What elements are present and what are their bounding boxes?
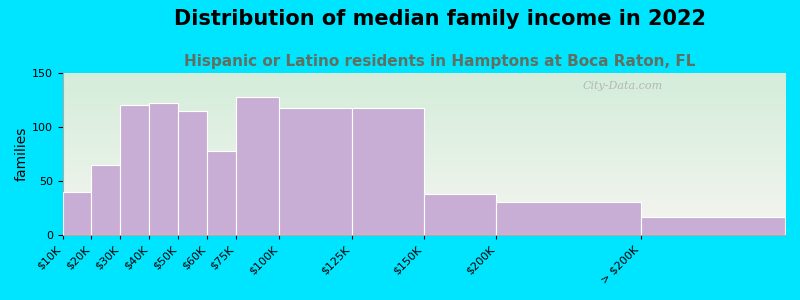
Bar [641,217,785,235]
Bar [236,97,279,235]
Bar [351,107,424,235]
Bar [424,194,496,235]
Bar [279,107,351,235]
Bar [178,111,207,235]
Bar [207,151,236,235]
Text: Hispanic or Latino residents in Hamptons at Boca Raton, FL: Hispanic or Latino residents in Hamptons… [184,54,696,69]
Y-axis label: families: families [15,127,29,181]
Text: Distribution of median family income in 2022: Distribution of median family income in … [174,9,706,29]
Bar [496,202,641,235]
Bar [62,192,91,235]
Bar [120,105,150,235]
Bar [91,165,120,235]
Text: City-Data.com: City-Data.com [582,81,663,91]
Bar [149,103,178,235]
